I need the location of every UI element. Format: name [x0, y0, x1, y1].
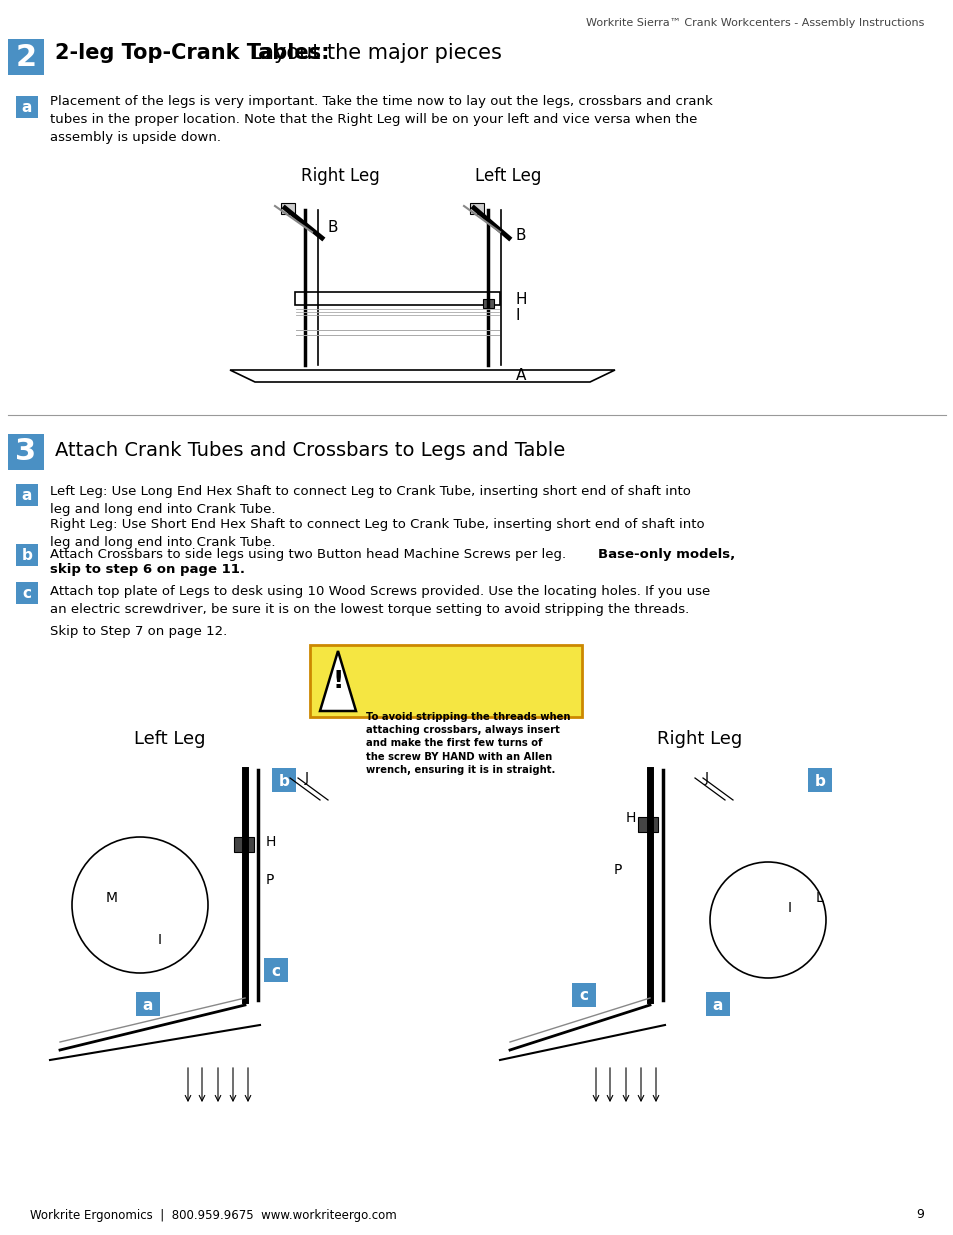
Text: a: a — [22, 100, 32, 115]
Bar — [281, 203, 294, 214]
Text: H: H — [266, 835, 276, 848]
Text: J: J — [305, 771, 309, 785]
FancyBboxPatch shape — [572, 983, 596, 1007]
Text: 2-leg Top-Crank Tables:: 2-leg Top-Crank Tables: — [55, 43, 329, 63]
Text: Left Leg: Use Long End Hex Shaft to connect Leg to Crank Tube, inserting short e: Left Leg: Use Long End Hex Shaft to conn… — [50, 485, 690, 516]
Text: c: c — [23, 585, 31, 600]
FancyBboxPatch shape — [8, 433, 44, 471]
Text: b: b — [814, 773, 824, 788]
FancyBboxPatch shape — [310, 645, 581, 718]
FancyBboxPatch shape — [8, 40, 44, 75]
Text: Attach top plate of Legs to desk using 10 Wood Screws provided. Use the locating: Attach top plate of Legs to desk using 1… — [50, 585, 709, 616]
Text: Skip to Step 7 on page 12.: Skip to Step 7 on page 12. — [50, 625, 227, 638]
Text: 3: 3 — [15, 437, 36, 467]
Text: P: P — [266, 873, 274, 887]
FancyBboxPatch shape — [16, 582, 38, 604]
FancyBboxPatch shape — [136, 992, 160, 1016]
Text: I: I — [158, 932, 162, 947]
Text: 2: 2 — [15, 42, 36, 72]
FancyBboxPatch shape — [705, 992, 729, 1016]
Text: P: P — [613, 863, 621, 877]
Text: To avoid stripping the threads when
attaching crossbars, always insert
and make : To avoid stripping the threads when atta… — [366, 713, 570, 774]
Text: a: a — [143, 998, 153, 1013]
Bar — [233, 837, 253, 852]
FancyBboxPatch shape — [807, 768, 831, 792]
Text: Attach Crossbars to side legs using two Button head Machine Screws per leg.: Attach Crossbars to side legs using two … — [50, 548, 570, 561]
Text: M: M — [106, 890, 118, 905]
Text: c: c — [272, 963, 280, 978]
Text: Layout the major pieces: Layout the major pieces — [243, 43, 501, 63]
Text: Workrite Sierra™ Crank Workcenters - Assembly Instructions: Workrite Sierra™ Crank Workcenters - Ass… — [585, 19, 923, 28]
Bar — [470, 203, 483, 214]
Text: B: B — [516, 227, 526, 242]
Text: !: ! — [332, 669, 343, 693]
Text: skip to step 6 on page 11.: skip to step 6 on page 11. — [50, 563, 245, 576]
Text: 9: 9 — [915, 1209, 923, 1221]
Text: B: B — [328, 221, 338, 236]
Text: Left Leg: Left Leg — [134, 730, 206, 748]
Text: a: a — [22, 488, 32, 503]
Text: I: I — [516, 308, 520, 322]
FancyBboxPatch shape — [16, 484, 38, 506]
Text: c: c — [578, 988, 588, 1004]
Polygon shape — [319, 651, 355, 711]
Bar — [482, 299, 494, 308]
FancyBboxPatch shape — [264, 958, 288, 982]
FancyBboxPatch shape — [16, 96, 38, 119]
Text: H: H — [625, 811, 636, 825]
Text: Right Leg: Right Leg — [657, 730, 741, 748]
Text: Base-only models,: Base-only models, — [598, 548, 735, 561]
Text: Attach Crank Tubes and Crossbars to Legs and Table: Attach Crank Tubes and Crossbars to Legs… — [55, 441, 565, 461]
Text: a: a — [712, 998, 722, 1013]
FancyBboxPatch shape — [16, 543, 38, 566]
Text: b: b — [278, 773, 289, 788]
Text: I: I — [787, 902, 791, 915]
FancyBboxPatch shape — [272, 768, 295, 792]
Bar — [638, 818, 658, 832]
Text: H: H — [516, 293, 527, 308]
Polygon shape — [230, 370, 615, 382]
Text: Right Leg: Use Short End Hex Shaft to connect Leg to Crank Tube, inserting short: Right Leg: Use Short End Hex Shaft to co… — [50, 517, 704, 550]
Text: Placement of the legs is very important. Take the time now to lay out the legs, : Placement of the legs is very important.… — [50, 95, 712, 144]
Text: Left Leg: Left Leg — [475, 167, 540, 185]
Text: Workrite Ergonomics  |  800.959.9675  www.workriteergo.com: Workrite Ergonomics | 800.959.9675 www.w… — [30, 1209, 396, 1221]
Text: J: J — [704, 771, 708, 785]
Text: b: b — [22, 547, 32, 562]
Text: A: A — [516, 368, 526, 383]
Bar — [294, 291, 499, 305]
Text: Right Leg: Right Leg — [300, 167, 379, 185]
Text: L: L — [815, 890, 823, 905]
